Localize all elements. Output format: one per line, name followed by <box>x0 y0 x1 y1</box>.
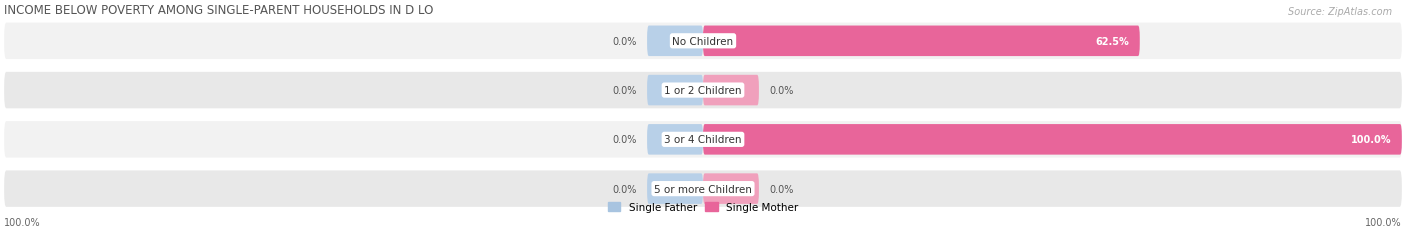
FancyBboxPatch shape <box>703 174 759 204</box>
FancyBboxPatch shape <box>647 125 703 155</box>
Text: 0.0%: 0.0% <box>769 86 794 96</box>
FancyBboxPatch shape <box>647 174 703 204</box>
Text: 3 or 4 Children: 3 or 4 Children <box>664 135 742 145</box>
FancyBboxPatch shape <box>4 171 1402 207</box>
Text: 0.0%: 0.0% <box>612 37 637 47</box>
FancyBboxPatch shape <box>703 125 1402 155</box>
Text: 0.0%: 0.0% <box>769 184 794 194</box>
Text: 1 or 2 Children: 1 or 2 Children <box>664 86 742 96</box>
FancyBboxPatch shape <box>4 122 1402 158</box>
Text: 62.5%: 62.5% <box>1095 37 1129 47</box>
Text: 0.0%: 0.0% <box>612 135 637 145</box>
FancyBboxPatch shape <box>647 76 703 106</box>
Text: INCOME BELOW POVERTY AMONG SINGLE-PARENT HOUSEHOLDS IN D LO: INCOME BELOW POVERTY AMONG SINGLE-PARENT… <box>4 4 433 17</box>
FancyBboxPatch shape <box>703 26 1140 57</box>
Text: 0.0%: 0.0% <box>612 184 637 194</box>
Text: 100.0%: 100.0% <box>1365 217 1402 227</box>
FancyBboxPatch shape <box>647 26 703 57</box>
Text: 0.0%: 0.0% <box>612 86 637 96</box>
FancyBboxPatch shape <box>703 76 759 106</box>
Text: 100.0%: 100.0% <box>4 217 41 227</box>
Legend: Single Father, Single Mother: Single Father, Single Mother <box>607 202 799 212</box>
FancyBboxPatch shape <box>4 24 1402 60</box>
Text: 100.0%: 100.0% <box>1351 135 1392 145</box>
FancyBboxPatch shape <box>4 73 1402 109</box>
Text: Source: ZipAtlas.com: Source: ZipAtlas.com <box>1288 7 1392 17</box>
Text: 5 or more Children: 5 or more Children <box>654 184 752 194</box>
Text: No Children: No Children <box>672 37 734 47</box>
